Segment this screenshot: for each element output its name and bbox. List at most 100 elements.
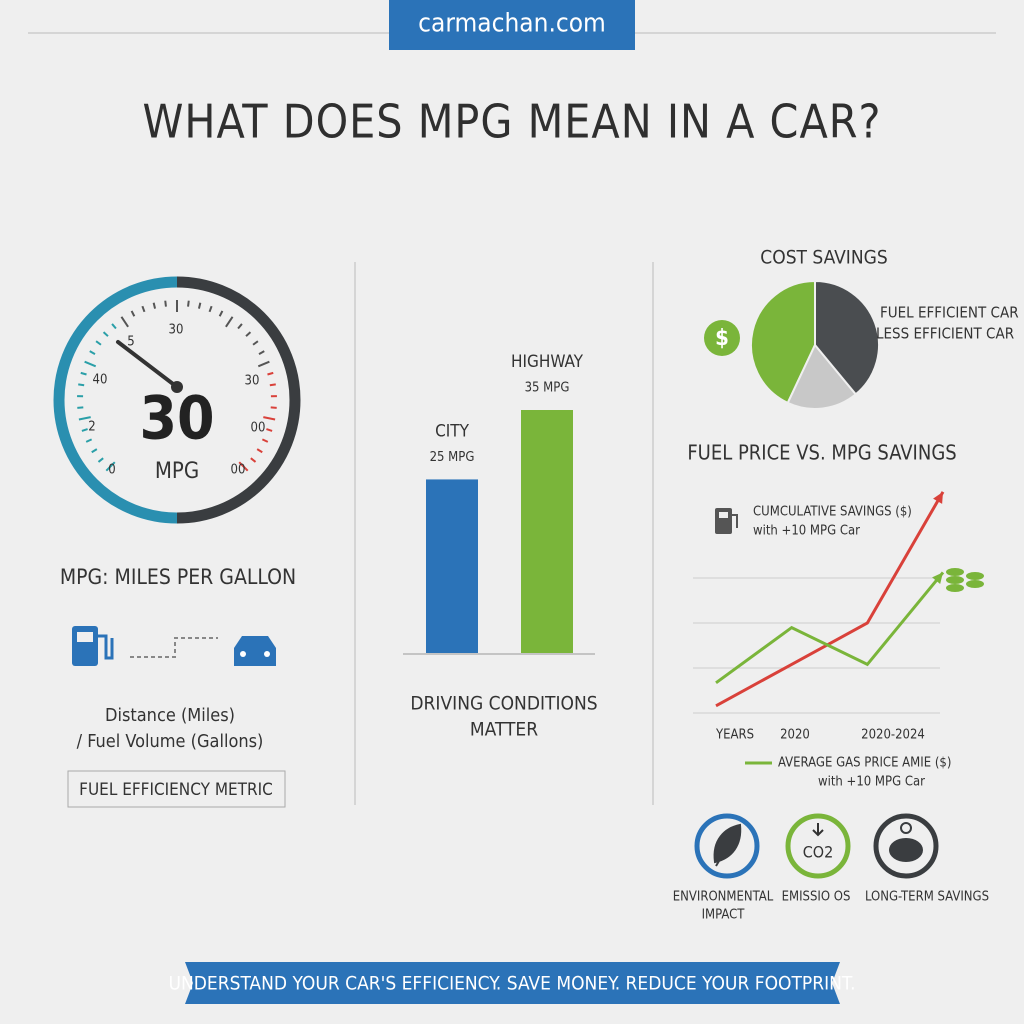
formula: Distance (Miles) (105, 705, 235, 726)
gauge-tick (250, 457, 257, 463)
gauge-tick (89, 350, 96, 355)
caption: MATTER (470, 719, 538, 741)
icon-label: EMISSIO OS (782, 890, 851, 905)
x-tick-label: 2020-2024 (861, 728, 925, 743)
gauge-tick-label: 30 (169, 323, 184, 338)
gauge-tick (225, 316, 234, 328)
gauge-tick (78, 416, 91, 421)
title: WHAT DOES MPG MEAN IN A CAR? (143, 95, 882, 149)
gauge-tick-label: 0 (108, 463, 115, 478)
gauge-tick (263, 416, 276, 421)
gauge-tick (197, 302, 202, 309)
caption: DRIVING CONDITIONS (410, 693, 597, 715)
gauge-tick (257, 360, 270, 368)
gauge-tick (141, 305, 146, 313)
pie-slice (750, 279, 816, 405)
gauge-tick (245, 331, 252, 337)
line-title: FUEL PRICE VS. MPG SAVINGS (687, 441, 956, 465)
gauge-tick (111, 323, 117, 330)
bar-category: CITY (435, 421, 470, 441)
co2: CO2 (803, 843, 834, 862)
car-icon (234, 636, 276, 666)
gauge-tick (218, 310, 224, 317)
gauge-arc (176, 276, 301, 524)
bar-value-label: 35 MPG (525, 381, 570, 396)
gauge-tick (120, 316, 129, 328)
gauge-tick-label: 00 (251, 421, 266, 436)
dollar-icon-glyph: $ (715, 326, 729, 351)
legend-note: with +10 MPG Car (753, 524, 860, 539)
leaf-icon (713, 823, 742, 867)
bar-category: HIGHWAY (511, 352, 584, 372)
gauge-tick (256, 448, 263, 454)
gauge-tick (84, 360, 97, 368)
gauge-tick (208, 305, 213, 313)
gauge-tick (91, 448, 98, 454)
icon-ring (785, 813, 851, 879)
site-badge (389, 0, 635, 50)
gauge-value: 30 (139, 384, 214, 454)
footer-banner (185, 962, 840, 1004)
gauge-tick (102, 331, 109, 337)
gauge-tick (85, 438, 93, 443)
footer-text: UNDERSTAND YOUR CAR'S EFFICIENCY. SAVE M… (168, 973, 855, 995)
pie-slice (814, 279, 880, 396)
dollar-icon (704, 320, 740, 356)
arrowhead (933, 491, 943, 504)
gauge-tick (269, 383, 276, 387)
legend-label: AVERAGE GAS PRICE AMIE ($) (778, 756, 951, 771)
piggy-icon (889, 838, 923, 862)
needle-hub (171, 381, 183, 393)
pump-icon (72, 626, 114, 666)
bar (521, 410, 573, 653)
gauge-tick (252, 340, 259, 346)
gauge: 5 30 40 2 0 30 00 00 (53, 276, 301, 524)
formula: / Fuel Volume (Gallons) (77, 731, 264, 752)
pie-legend: LESS EFFICIENT CAR (876, 325, 1014, 343)
pie-title: COST SAVINGS (760, 247, 887, 269)
gauge-unit: MPG (155, 459, 199, 484)
legend-note: with +10 MPG Car (818, 775, 925, 790)
icon-label: ENVIRONMENTAL (673, 890, 774, 905)
badge-box (67, 770, 286, 808)
legend-label: CUMCULATIVE SAVINGS ($) (753, 505, 912, 520)
gauge-tick (81, 428, 88, 432)
icon-ring (694, 813, 760, 879)
pie-slice (786, 343, 858, 410)
gauge-tick-label: 2 (88, 420, 95, 435)
pie-legend: FUEL EFFICIENT CAR (880, 304, 1019, 322)
line-series (715, 571, 945, 685)
icon-label: LONG-TERM SAVINGS (865, 890, 989, 905)
down-arrow (812, 823, 824, 837)
gauge-tick (261, 438, 269, 443)
gauge-tick (267, 371, 274, 376)
gauge-tick (258, 350, 265, 355)
gauge-tick (130, 310, 136, 317)
site: carmachan.com (418, 9, 606, 39)
gauge-tick (80, 371, 87, 376)
gauge-tick (95, 340, 102, 346)
gauge-tick (237, 323, 243, 330)
gauge-arc (53, 276, 178, 524)
line-chart: YEARS 2020 2020-2024 (693, 491, 945, 743)
coin (900, 822, 912, 834)
gauge-tick (164, 300, 167, 307)
gauge-tick-label: 5 (127, 335, 134, 350)
gauge-tick-label: 40 (93, 373, 108, 388)
line-series (715, 491, 945, 708)
gauge-tick (238, 461, 249, 472)
arrowhead (932, 572, 943, 585)
bar-value-label: 25 MPG (430, 450, 475, 465)
arrow (130, 637, 218, 658)
pie-chart (750, 279, 880, 410)
gauge-tick (187, 300, 190, 307)
gauge-tick-label: 30 (245, 374, 260, 389)
icon-ring (873, 813, 939, 879)
badge: FUEL EFFICIENCY METRIC (79, 780, 273, 800)
icon-label: IMPACT (702, 908, 746, 923)
needle (116, 340, 179, 389)
gauge-tick (105, 461, 116, 472)
gauge-tick (78, 383, 85, 387)
x-tick-label: 2020 (780, 728, 810, 743)
